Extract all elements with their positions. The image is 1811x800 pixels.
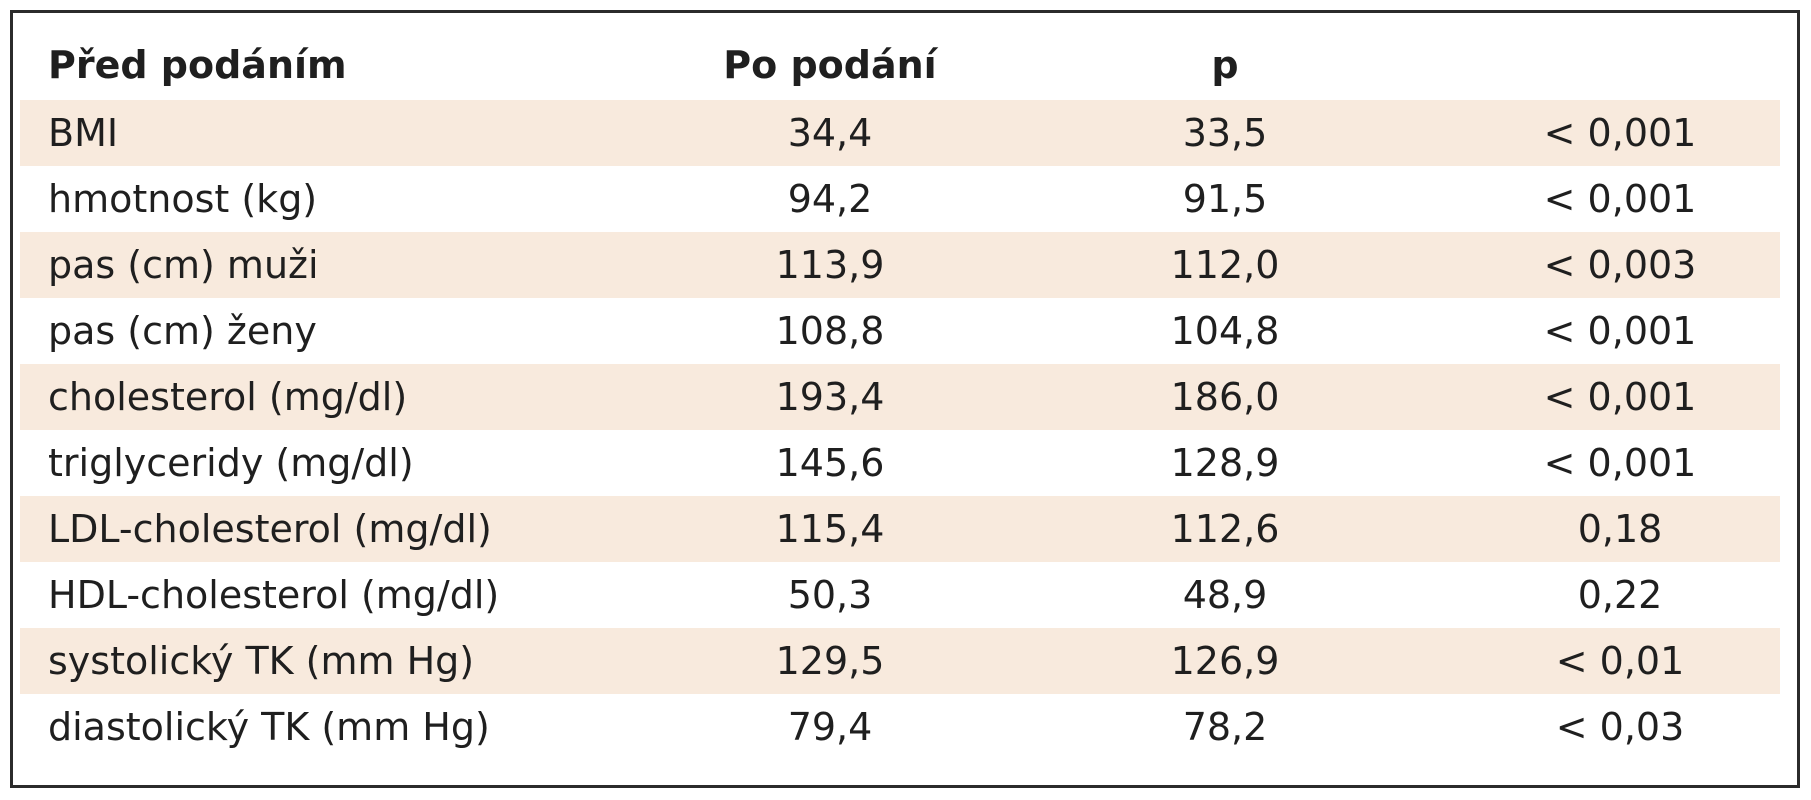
row-label: BMI	[48, 111, 119, 155]
row-label: pas (cm) muži	[48, 243, 319, 287]
row-label: LDL-cholesterol (mg/dl)	[48, 507, 492, 551]
row-label: diastolický TK (mm Hg)	[48, 705, 490, 749]
row-p-value: 0,22	[1577, 573, 1663, 617]
row-label: systolický TK (mm Hg)	[48, 639, 475, 683]
row-p-value: < 0,001	[1543, 177, 1697, 221]
row-value-after: 126,9	[1170, 639, 1280, 683]
row-value-after: 91,5	[1182, 177, 1268, 221]
table-row: systolický TK (mm Hg) 129,5 126,9 < 0,01	[20, 628, 1780, 694]
table-row: diastolický TK (mm Hg) 79,4 78,2 < 0,03	[20, 694, 1780, 760]
row-value-before: 115,4	[775, 507, 885, 551]
row-p-value: < 0,001	[1543, 375, 1697, 419]
row-value-after: 128,9	[1170, 441, 1280, 485]
table-header-row: Před podáním Po podání p	[20, 30, 1780, 100]
row-label: HDL-cholesterol (mg/dl)	[48, 573, 500, 617]
row-p-value: < 0,01	[1555, 639, 1685, 683]
table-row: BMI 34,4 33,5 < 0,001	[20, 100, 1780, 166]
row-value-after: 186,0	[1170, 375, 1280, 419]
row-value-after: 112,6	[1170, 507, 1280, 551]
row-value-after: 33,5	[1182, 111, 1268, 155]
header-before: Před podáním	[48, 43, 347, 87]
row-p-value: < 0,03	[1555, 705, 1685, 749]
row-value-before: 129,5	[775, 639, 885, 683]
row-value-before: 145,6	[775, 441, 885, 485]
header-p: p	[1211, 43, 1239, 87]
row-label: hmotnost (kg)	[48, 177, 318, 221]
table-row: pas (cm) ženy 108,8 104,8 < 0,001	[20, 298, 1780, 364]
row-p-value: < 0,003	[1543, 243, 1697, 287]
table-frame	[10, 10, 1800, 788]
row-value-before: 79,4	[787, 705, 873, 749]
table-row: triglyceridy (mg/dl) 145,6 128,9 < 0,001	[20, 430, 1780, 496]
row-label: pas (cm) ženy	[48, 309, 317, 353]
row-value-before: 34,4	[787, 111, 873, 155]
table-row: HDL-cholesterol (mg/dl) 50,3 48,9 0,22	[20, 562, 1780, 628]
row-p-value: 0,18	[1577, 507, 1663, 551]
row-value-before: 108,8	[775, 309, 885, 353]
row-p-value: < 0,001	[1543, 441, 1697, 485]
row-value-after: 78,2	[1182, 705, 1268, 749]
table-row: hmotnost (kg) 94,2 91,5 < 0,001	[20, 166, 1780, 232]
row-p-value: < 0,001	[1543, 111, 1697, 155]
row-value-before: 193,4	[775, 375, 885, 419]
row-value-before: 50,3	[787, 573, 873, 617]
row-value-after: 104,8	[1170, 309, 1280, 353]
row-value-after: 112,0	[1170, 243, 1280, 287]
row-label: triglyceridy (mg/dl)	[48, 441, 414, 485]
header-after: Po podání	[723, 43, 937, 87]
table-row: cholesterol (mg/dl) 193,4 186,0 < 0,001	[20, 364, 1780, 430]
row-value-before: 113,9	[775, 243, 885, 287]
row-value-before: 94,2	[787, 177, 873, 221]
row-label: cholesterol (mg/dl)	[48, 375, 408, 419]
table-row: pas (cm) muži 113,9 112,0 < 0,003	[20, 232, 1780, 298]
table-row: LDL-cholesterol (mg/dl) 115,4 112,6 0,18	[20, 496, 1780, 562]
row-value-after: 48,9	[1182, 573, 1268, 617]
row-p-value: < 0,001	[1543, 309, 1697, 353]
